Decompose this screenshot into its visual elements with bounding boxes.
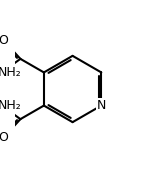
Text: NH₂: NH₂: [0, 66, 21, 79]
Text: O: O: [0, 33, 8, 46]
Text: O: O: [0, 132, 8, 145]
Text: N: N: [97, 99, 106, 112]
Text: NH₂: NH₂: [0, 99, 21, 112]
